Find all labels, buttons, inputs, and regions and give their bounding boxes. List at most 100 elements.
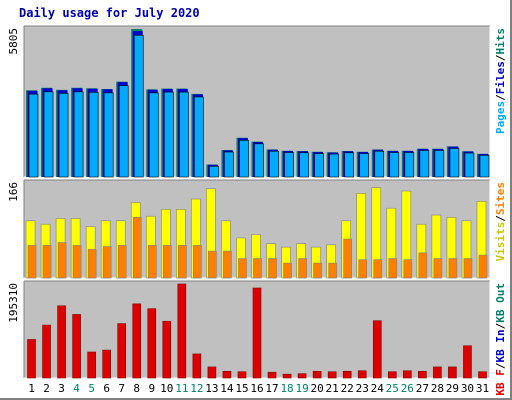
bar-kb-f bbox=[87, 351, 96, 379]
bar-kb-f bbox=[357, 370, 367, 379]
bar-pages bbox=[164, 91, 174, 178]
x-tick-label: 19 bbox=[295, 382, 308, 395]
bar-pages bbox=[224, 151, 234, 178]
bar-kb-f bbox=[267, 371, 277, 379]
bar-kb-f bbox=[72, 314, 81, 379]
x-tick-label: 27 bbox=[416, 382, 429, 395]
bar-kb-f bbox=[372, 320, 382, 379]
x-tick-label: 31 bbox=[476, 382, 489, 395]
bar-pages bbox=[374, 150, 385, 178]
bar-pages bbox=[419, 150, 430, 178]
bar-pages bbox=[133, 34, 144, 178]
bar-pages bbox=[179, 91, 189, 178]
x-tick-label: 29 bbox=[446, 382, 459, 395]
bar-kb-f bbox=[342, 370, 352, 379]
bar-pages bbox=[314, 153, 324, 178]
x-tick-label: 21 bbox=[326, 382, 339, 395]
bar-kb-f bbox=[102, 349, 111, 379]
legend-entry: KB In bbox=[494, 329, 507, 362]
bar-kb-f bbox=[418, 370, 427, 379]
bar-sites bbox=[238, 258, 247, 279]
bar-kb-f bbox=[147, 308, 157, 379]
legend-entry: Sites bbox=[494, 182, 507, 215]
x-axis-labels: 1 2 3 4 5 6 7 8 9 10 11 12 13 14 15 16 17 18 19 20 21 22 23 24 2… bbox=[28, 382, 489, 395]
bar-kb-f bbox=[222, 370, 232, 379]
bar-sites bbox=[313, 262, 322, 279]
bar-kb-f bbox=[117, 323, 127, 379]
bar-pages bbox=[43, 91, 54, 178]
bar-sites bbox=[208, 250, 217, 279]
bar-pages bbox=[434, 150, 445, 178]
bar-kb-f bbox=[433, 366, 442, 379]
legend: KB F/KB In/KB Out bbox=[494, 283, 507, 396]
x-tick-label: 30 bbox=[461, 382, 474, 395]
bar-sites bbox=[478, 254, 488, 279]
bar-sites bbox=[463, 258, 473, 279]
legend-entry: Files bbox=[494, 61, 507, 94]
bar-sites bbox=[102, 246, 112, 279]
bar-pages bbox=[209, 165, 219, 178]
bar-sites bbox=[358, 259, 368, 279]
x-tick-label: 15 bbox=[235, 382, 248, 395]
bar-pages bbox=[359, 153, 370, 178]
legend-entry: KB Out bbox=[494, 283, 507, 323]
bar-pages bbox=[239, 139, 249, 178]
bar-kb-f bbox=[177, 283, 187, 379]
x-tick-label: 1 bbox=[28, 382, 35, 395]
bar-kb-f bbox=[312, 370, 322, 379]
bar-sites bbox=[57, 242, 67, 279]
legend-separator: / bbox=[494, 362, 507, 369]
bar-kb-f bbox=[192, 353, 202, 379]
bar-sites bbox=[193, 245, 202, 279]
panel-middle: 166 Visits/Sites bbox=[7, 179, 507, 279]
bar-kb-f bbox=[237, 371, 247, 379]
legend-separator: / bbox=[494, 322, 507, 329]
bar-kb-f bbox=[42, 324, 51, 379]
bar-sites bbox=[42, 245, 52, 279]
bar-pages bbox=[404, 152, 415, 178]
legend-separator: / bbox=[494, 215, 507, 222]
bar-pages bbox=[269, 150, 279, 178]
bar-sites bbox=[403, 259, 413, 279]
chart-title: Daily usage for July 2020 bbox=[19, 6, 200, 20]
x-tick-label: 4 bbox=[73, 382, 80, 395]
x-tick-label: 17 bbox=[265, 382, 278, 395]
x-tick-label: 3 bbox=[58, 382, 65, 395]
bar-sites bbox=[72, 245, 82, 279]
bar-sites bbox=[418, 252, 428, 279]
bar-sites bbox=[253, 258, 262, 279]
bar-sites bbox=[343, 238, 352, 279]
bar-sites bbox=[388, 258, 398, 279]
bar-sites bbox=[223, 250, 232, 279]
bar-sites bbox=[283, 262, 292, 279]
bar-sites bbox=[373, 259, 383, 279]
x-tick-label: 14 bbox=[220, 382, 234, 395]
legend-entry: KB F bbox=[494, 369, 507, 396]
x-tick-label: 7 bbox=[118, 382, 125, 395]
x-tick-label: 20 bbox=[311, 382, 324, 395]
legend-separator: / bbox=[494, 54, 507, 61]
x-tick-label: 9 bbox=[148, 382, 155, 395]
bar-sites bbox=[27, 245, 37, 279]
bar-kb-f bbox=[27, 339, 36, 379]
x-tick-label: 22 bbox=[341, 382, 354, 395]
x-tick-label: 16 bbox=[250, 382, 263, 395]
bar-kb-f bbox=[57, 305, 66, 379]
x-tick-label: 13 bbox=[205, 382, 218, 395]
x-tick-label: 12 bbox=[190, 382, 203, 395]
bar-sites bbox=[433, 258, 443, 279]
bar-kb-f bbox=[207, 366, 217, 379]
x-tick-label: 5 bbox=[88, 382, 95, 395]
bar-kb-f bbox=[387, 371, 397, 379]
bar-kb-f bbox=[448, 366, 457, 379]
bar-sites bbox=[448, 258, 458, 279]
bar-sites bbox=[178, 245, 187, 279]
bar-sites bbox=[268, 258, 277, 279]
legend-entry: Hits bbox=[494, 28, 507, 55]
bar-kb-f bbox=[297, 373, 307, 379]
bar-pages bbox=[449, 148, 460, 178]
bar-pages bbox=[103, 92, 114, 178]
legend-separator: / bbox=[494, 94, 507, 101]
bar-sites bbox=[132, 217, 142, 279]
